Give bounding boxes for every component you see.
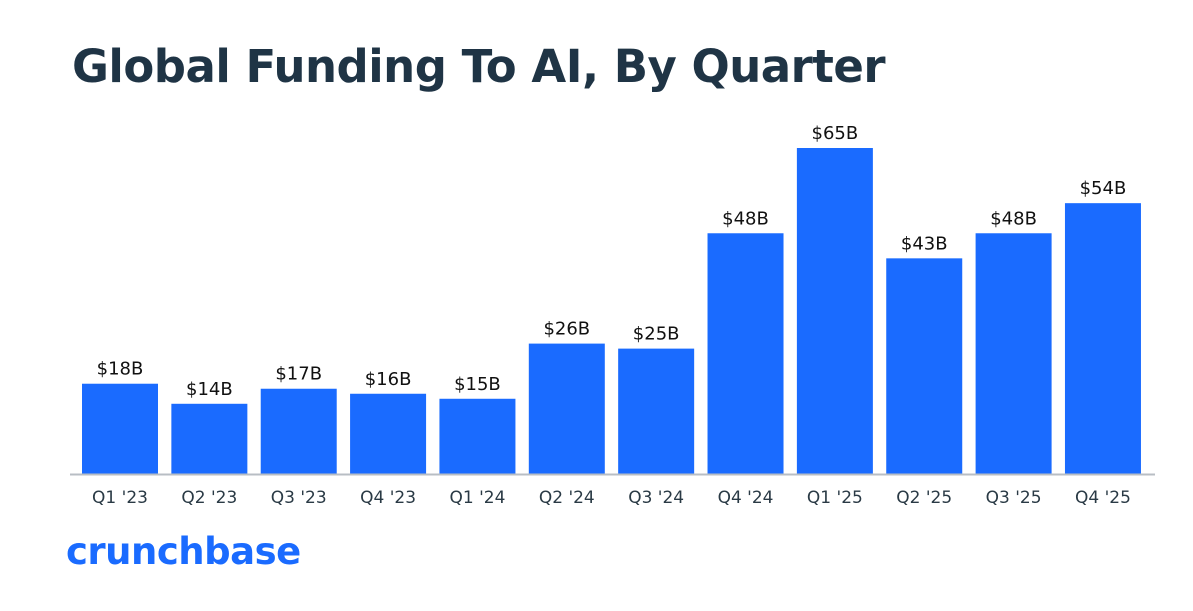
- data-label: $25B: [633, 324, 680, 345]
- bar: [260, 388, 337, 474]
- x-tick-label: Q3 '25: [986, 488, 1042, 508]
- data-label: $14B: [186, 379, 233, 400]
- data-label: $16B: [365, 369, 412, 390]
- bar: [975, 233, 1052, 474]
- x-tick-label: Q1 '25: [807, 488, 863, 508]
- data-label: $17B: [275, 364, 322, 385]
- x-tick-label: Q2 '23: [181, 488, 237, 508]
- data-label: $18B: [97, 359, 144, 380]
- bar: [707, 233, 784, 474]
- data-label: $48B: [990, 208, 1037, 229]
- bar: [350, 393, 427, 474]
- chart-title: Global Funding To AI, By Quarter: [72, 40, 886, 93]
- x-tick-label: Q1 '24: [449, 488, 505, 508]
- x-tick-label: Q2 '24: [539, 488, 595, 508]
- bar: [82, 383, 158, 474]
- data-label: $65B: [812, 123, 859, 144]
- x-tick-label: Q4 '24: [718, 488, 774, 508]
- data-label: $54B: [1080, 178, 1127, 199]
- x-tick-label: Q3 '23: [271, 488, 327, 508]
- data-label: $15B: [454, 374, 501, 395]
- bar: [618, 348, 695, 474]
- bar: [796, 148, 873, 474]
- data-label: $48B: [722, 208, 769, 229]
- x-tick-label: Q4 '25: [1075, 488, 1131, 508]
- x-tick-label: Q4 '23: [360, 488, 416, 508]
- data-label: $43B: [901, 233, 948, 254]
- bar: [528, 343, 605, 474]
- crunchbase-logo: crunchbase: [66, 530, 301, 573]
- data-label: $26B: [543, 319, 590, 340]
- bar: [171, 403, 248, 474]
- x-tick-label: Q3 '24: [628, 488, 684, 508]
- bar: [886, 258, 963, 474]
- x-tick-label: Q2 '25: [896, 488, 952, 508]
- bar: [1064, 203, 1141, 474]
- x-tick-label: Q1 '23: [92, 488, 148, 508]
- bar: [439, 398, 516, 474]
